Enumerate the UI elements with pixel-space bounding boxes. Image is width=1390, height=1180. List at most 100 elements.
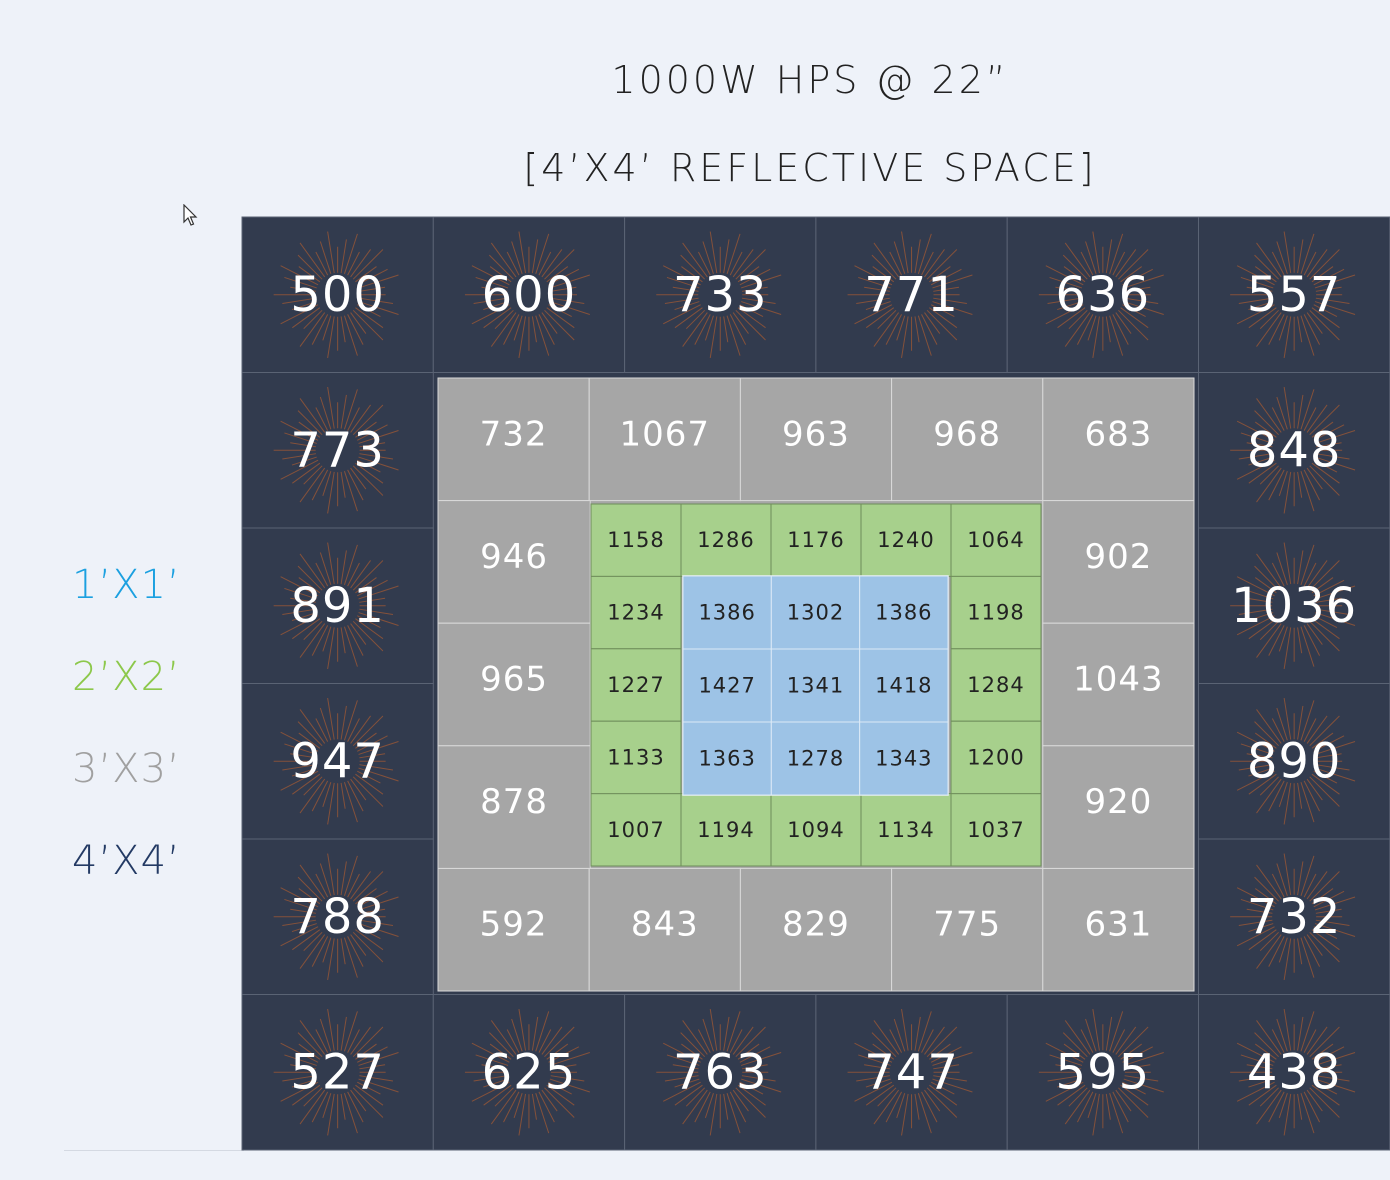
middle-cell — [1042, 622, 1195, 747]
middle-cell-value: 775 — [933, 905, 1001, 945]
middle-cell — [437, 377, 590, 502]
outer-cell-value: 891 — [290, 578, 385, 634]
middle-cell-value: 1043 — [1073, 660, 1164, 700]
center-cell-value: 1343 — [875, 747, 932, 771]
middle-cell-value: 829 — [782, 905, 850, 945]
inner-cell-value: 1133 — [607, 745, 664, 769]
outer-cell-value: 625 — [482, 1044, 577, 1100]
inner-cell-value: 1194 — [697, 818, 754, 842]
outer-cell-value: 600 — [482, 267, 577, 323]
inner-cell-value: 1134 — [877, 818, 934, 842]
middle-cell-value: 732 — [480, 414, 548, 454]
middle-cell-value: 843 — [631, 905, 699, 945]
inner-cell — [590, 575, 682, 650]
center-cell — [859, 721, 949, 796]
middle-cell-value: 592 — [480, 905, 548, 945]
inner-cell — [860, 793, 952, 867]
inner-cell — [680, 503, 772, 577]
center-cell-value: 1386 — [698, 601, 755, 625]
inner-cell-value: 1198 — [967, 601, 1024, 625]
outer-cell-value: 947 — [290, 733, 385, 789]
inner-cell — [950, 720, 1042, 795]
middle-cell — [437, 622, 591, 747]
inner-cell-value: 1037 — [967, 818, 1024, 842]
center-cell-value: 1302 — [787, 601, 844, 625]
inner-cell — [950, 648, 1042, 722]
middle-cell-value: 878 — [480, 782, 548, 822]
light-burst-icon — [464, 1008, 590, 1136]
inner-cell-value: 1064 — [967, 528, 1024, 552]
light-burst-icon — [1230, 1008, 1356, 1136]
legend-1x1: 1’X1’ — [72, 562, 181, 608]
light-burst-icon — [273, 853, 399, 981]
middle-cell-value: 683 — [1084, 414, 1152, 454]
inner-cell — [950, 793, 1042, 867]
center-cell — [859, 648, 949, 723]
outer-cell-value: 557 — [1247, 267, 1342, 323]
middle-cell — [739, 867, 893, 992]
middle-cell — [1042, 867, 1195, 992]
light-burst-icon — [1038, 231, 1164, 359]
outer-cell-value: 747 — [864, 1044, 959, 1100]
baseline-divider — [64, 1150, 244, 1151]
outer-cell-value: 763 — [673, 1044, 768, 1100]
light-burst-icon — [273, 231, 399, 359]
legend-4x4: 4’X4’ — [72, 838, 181, 884]
light-burst-icon — [1230, 386, 1356, 514]
middle-cell-value: 946 — [480, 537, 548, 577]
center-cell-value: 1427 — [698, 674, 755, 698]
outer-cell-value: 848 — [1247, 422, 1342, 478]
inner-cell — [590, 720, 682, 795]
inner-cell-value: 1240 — [877, 528, 934, 552]
middle-cell — [739, 377, 893, 502]
outer-cell-value: 788 — [290, 889, 385, 945]
light-burst-icon — [847, 231, 973, 359]
light-burst-icon — [1038, 1008, 1164, 1136]
center-cell-value: 1418 — [875, 674, 932, 698]
middle-cell-value: 1067 — [620, 414, 711, 454]
outer-cell-value: 500 — [290, 267, 385, 323]
light-burst-icon — [1230, 542, 1356, 670]
middle-cell-value: 631 — [1084, 905, 1152, 945]
inner-cell-value: 1158 — [607, 528, 664, 552]
middle-cell — [437, 867, 590, 992]
outer-cell-value: 773 — [290, 422, 385, 478]
middle-cell — [1042, 377, 1195, 502]
outer-cell-value: 1036 — [1231, 578, 1357, 634]
chart-subtitle: [4’X4’ REFLECTIVE SPACE] — [523, 146, 1097, 190]
light-burst-icon — [464, 231, 590, 359]
inner-cell-value: 1227 — [607, 673, 664, 697]
light-burst-icon — [1230, 697, 1356, 825]
inner-cell-value: 1200 — [967, 745, 1024, 769]
middle-cell-value: 968 — [933, 414, 1001, 454]
middle-cell — [891, 377, 1044, 502]
light-burst-icon — [1230, 231, 1356, 359]
center-cell — [682, 575, 772, 650]
center-cell-value: 1363 — [698, 747, 755, 771]
light-burst-icon — [1230, 853, 1356, 981]
light-burst-icon — [847, 1008, 973, 1136]
outer-cell-value: 527 — [290, 1044, 385, 1100]
inner-cell-value: 1286 — [697, 528, 754, 552]
center-cell-value: 1278 — [787, 747, 844, 771]
center-cell — [682, 721, 772, 796]
inner-cell — [950, 503, 1042, 577]
middle-cell-value: 963 — [782, 414, 850, 454]
inner-cell-value: 1234 — [607, 601, 664, 625]
inner-cell-value: 1094 — [787, 818, 844, 842]
center-cell — [770, 721, 861, 796]
mouse-cursor-icon — [183, 204, 198, 226]
outer-cell-value: 771 — [864, 267, 959, 323]
middle-cell — [1042, 745, 1195, 869]
inner-cell — [680, 793, 772, 867]
outer-cell-value: 890 — [1247, 733, 1342, 789]
chart-title: 1000W HPS @ 22” — [611, 58, 1009, 102]
center-cell — [770, 648, 861, 723]
inner-cell-value: 1176 — [787, 528, 844, 552]
inner-cell — [590, 503, 682, 577]
inner-cell — [950, 575, 1042, 650]
legend-2x2: 2’X2’ — [72, 654, 181, 700]
outer-cell-value: 595 — [1056, 1044, 1151, 1100]
middle-cell — [437, 745, 591, 869]
light-burst-icon — [273, 386, 399, 514]
